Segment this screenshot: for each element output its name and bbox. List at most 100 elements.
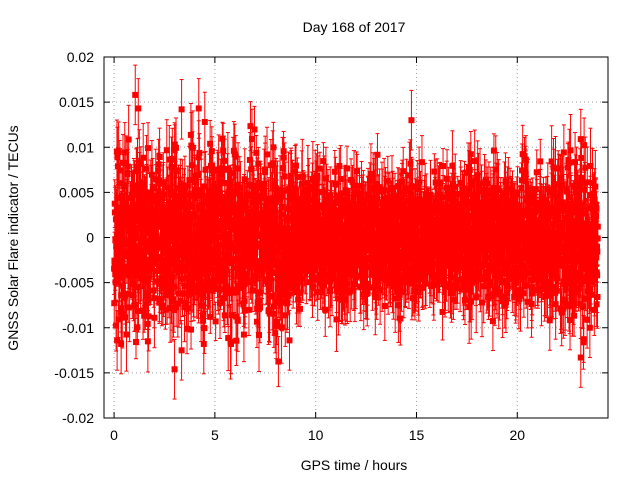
- data-point: [166, 156, 173, 163]
- data-point: [208, 218, 215, 225]
- data-point: [299, 268, 306, 275]
- data-point: [262, 169, 269, 176]
- data-point: [184, 282, 191, 289]
- data-point: [232, 153, 239, 160]
- data-point: [293, 227, 300, 234]
- data-point: [224, 283, 231, 290]
- data-point: [143, 261, 150, 268]
- data-point: [249, 287, 256, 294]
- data-point: [140, 154, 147, 161]
- data-point: [168, 163, 175, 170]
- data-point: [291, 268, 298, 275]
- data-point: [120, 183, 127, 190]
- data-point: [313, 180, 320, 187]
- data-point: [168, 201, 175, 208]
- data-point: [147, 194, 154, 201]
- data-point: [124, 163, 131, 170]
- data-point: [168, 227, 175, 234]
- data-point: [183, 267, 190, 274]
- data-point: [221, 294, 228, 301]
- data-point: [187, 245, 194, 252]
- data-point: [153, 193, 160, 200]
- data-point: [148, 171, 155, 178]
- data-point: [123, 331, 130, 338]
- data-point: [289, 189, 296, 196]
- data-point: [198, 255, 205, 262]
- data-point: [230, 265, 237, 272]
- data-point: [119, 282, 126, 289]
- data-series: [111, 64, 601, 400]
- data-point: [224, 251, 231, 258]
- data-point: [202, 166, 209, 173]
- data-point: [151, 314, 158, 321]
- data-point: [248, 243, 255, 250]
- data-point: [257, 184, 264, 191]
- data-point: [250, 193, 257, 200]
- data-point: [189, 144, 196, 151]
- data-point: [273, 185, 280, 192]
- data-point: [282, 230, 289, 237]
- data-point: [316, 165, 323, 172]
- data-point: [302, 260, 309, 267]
- data-point: [133, 229, 140, 236]
- data-point: [142, 256, 149, 263]
- data-point: [114, 154, 121, 161]
- data-point: [213, 197, 220, 204]
- data-point: [308, 263, 315, 270]
- data-point: [264, 151, 271, 158]
- data-point: [132, 206, 139, 213]
- data-point: [279, 165, 286, 172]
- data-point: [171, 141, 178, 148]
- data-point: [209, 162, 216, 169]
- data-point: [143, 241, 150, 248]
- data-point: [125, 290, 132, 297]
- data-point: [273, 197, 280, 204]
- data-point: [252, 207, 259, 214]
- data-point: [119, 313, 126, 320]
- data-point: [277, 299, 284, 306]
- data-point: [121, 149, 128, 156]
- data-point: [163, 147, 170, 154]
- data-point: [298, 181, 305, 188]
- data-point: [124, 204, 131, 211]
- data-point: [248, 166, 255, 173]
- data-point: [264, 280, 271, 287]
- data-point: [251, 253, 258, 260]
- data-point: [220, 223, 227, 230]
- data-point: [141, 312, 148, 319]
- data-point: [144, 210, 151, 217]
- data-point: [181, 188, 188, 195]
- data-point: [195, 284, 202, 291]
- data-point: [232, 209, 239, 216]
- data-point: [176, 290, 183, 297]
- data-point: [258, 214, 265, 221]
- data-point: [261, 233, 268, 240]
- data-point: [288, 181, 295, 188]
- data-point: [281, 233, 288, 240]
- data-point: [272, 330, 279, 337]
- data-point: [122, 159, 129, 166]
- data-point: [179, 229, 186, 236]
- data-point: [183, 300, 190, 307]
- data-point: [225, 335, 232, 342]
- data-point: [272, 232, 279, 239]
- data-point: [196, 149, 203, 156]
- data-point: [170, 221, 177, 228]
- data-point: [295, 296, 302, 303]
- data-point: [270, 248, 277, 255]
- data-point: [279, 287, 286, 294]
- data-point: [217, 277, 224, 284]
- data-point: [208, 259, 215, 266]
- data-point: [284, 216, 291, 223]
- data-point: [134, 324, 141, 331]
- data-point: [247, 208, 254, 215]
- data-point: [313, 246, 320, 253]
- data-point: [217, 178, 224, 185]
- data-point: [257, 289, 264, 296]
- data-point: [140, 199, 147, 206]
- data-point: [179, 290, 186, 297]
- data-point: [210, 199, 217, 206]
- data-point: [233, 257, 240, 264]
- data-point: [145, 313, 152, 320]
- data-point: [225, 231, 232, 238]
